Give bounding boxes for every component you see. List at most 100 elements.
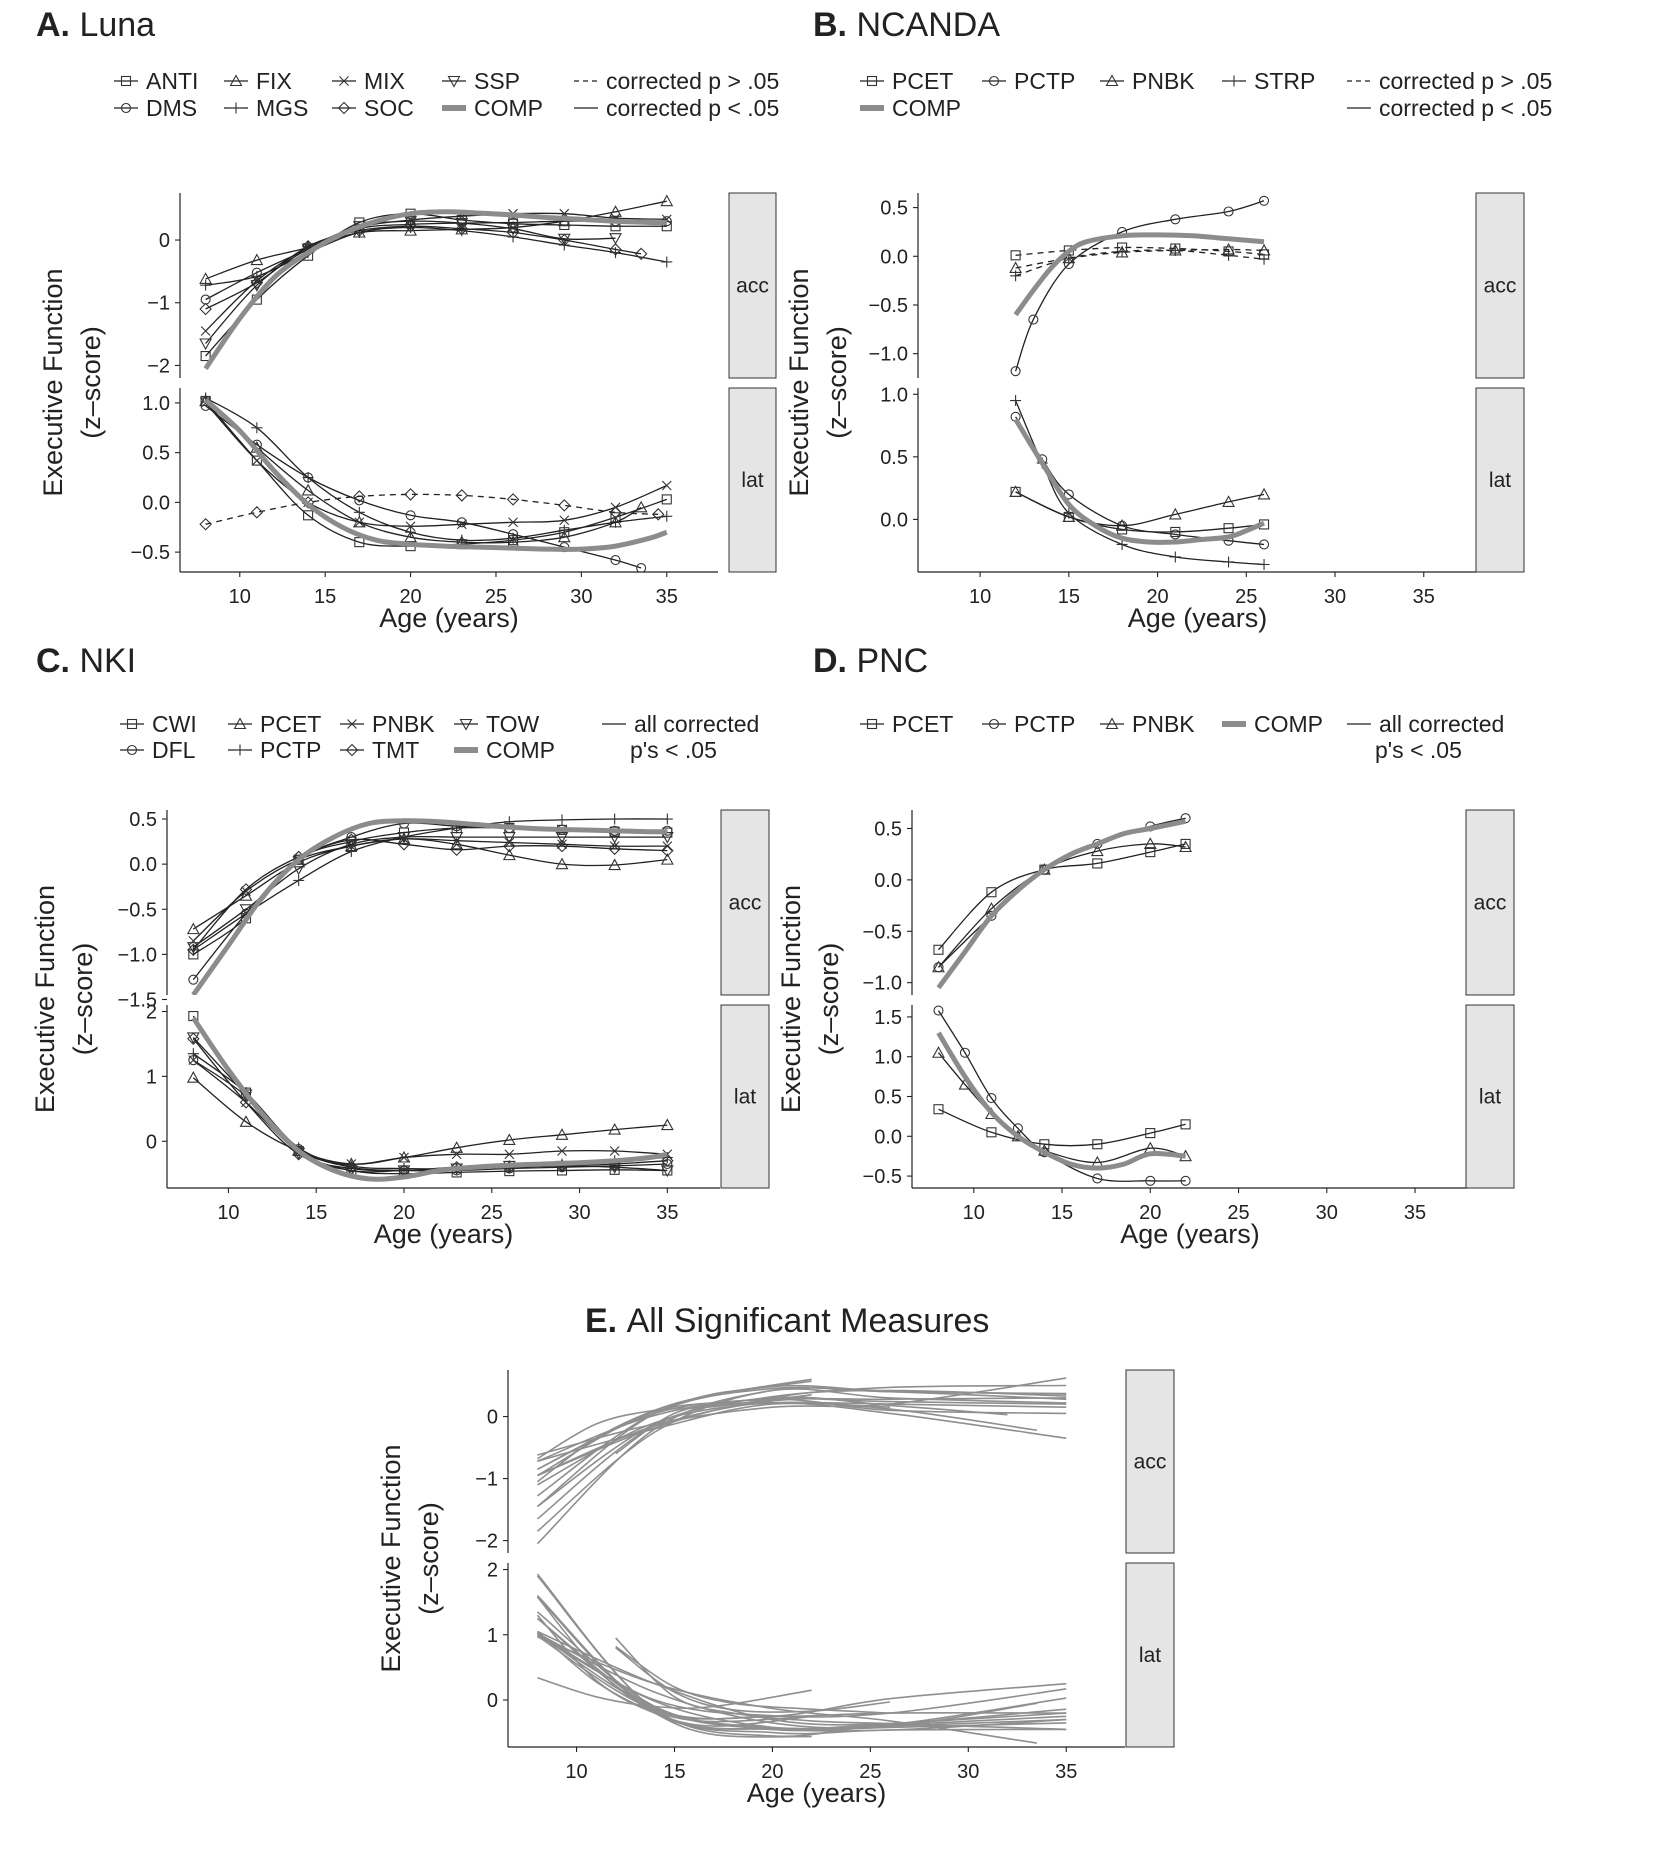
series-pnbk — [1015, 248, 1265, 269]
legend-pctp-key — [988, 75, 1000, 87]
series-soc-point — [506, 493, 520, 506]
x-tick-label: 25 — [1235, 586, 1257, 608]
series-pctp-point — [1170, 214, 1181, 225]
series-strp-point — [1258, 558, 1270, 570]
series-pnbk-point — [1115, 519, 1129, 531]
series-tmt-point — [345, 833, 358, 847]
facet-strip — [1465, 809, 1515, 996]
y-axis-label: Executive Function — [376, 1444, 406, 1672]
facet-lat: lat 1.0 0.5 0.0 10 15 20 25 30 35 — [880, 384, 1525, 608]
x-tick-label: 25 — [485, 586, 507, 608]
y-tick-label: 0.5 — [129, 809, 157, 831]
series-group — [186, 1010, 674, 1182]
series-tmt-point — [661, 844, 674, 857]
series-pcet-point — [986, 887, 997, 898]
series-cwi-point — [398, 827, 410, 838]
legend-fix-label: FIX — [256, 68, 292, 94]
y-tick-label: 0.0 — [129, 854, 157, 876]
facet-strip — [1475, 387, 1525, 573]
series-pcet-point — [502, 848, 516, 861]
series-tmt-point — [503, 839, 516, 853]
series-tmt-point — [450, 843, 463, 856]
facet-lat: lat 1.5 1.0 0.5 0.0 −0.5 10 15 20 25 30 35 — [863, 1004, 1515, 1224]
series-pnbk-point — [662, 841, 673, 851]
facet-strip-label: acc — [729, 892, 762, 915]
facet-strip-label: lat — [1489, 469, 1511, 492]
series-soc-point — [250, 276, 264, 289]
series-group — [186, 813, 674, 995]
y-axis-sublabel: (z–score) — [822, 326, 852, 439]
facet-strip-label: lat — [741, 469, 763, 492]
legend-dms-key — [120, 102, 132, 114]
facet-strip-label: acc — [1484, 275, 1517, 298]
series-pnbk-point — [1143, 837, 1157, 849]
series-mix-point — [508, 517, 518, 528]
legend-comp-label: COMP — [474, 95, 543, 121]
legend-ssp-key — [447, 75, 461, 88]
series-comp — [191, 818, 668, 995]
y-axis-label: Executive Function — [38, 268, 68, 496]
panel-letter: E. — [585, 1302, 627, 1340]
y-tick-label: 1 — [146, 1066, 157, 1088]
series-soc-point — [404, 488, 417, 501]
series-measure — [537, 1677, 812, 1709]
x-tick-label: 10 — [969, 586, 991, 608]
x-tick-label: 10 — [217, 1202, 239, 1224]
series-comp — [191, 1016, 668, 1182]
series-pctp — [192, 818, 668, 951]
series-soc — [205, 493, 659, 525]
facet-strip — [1465, 1004, 1515, 1189]
facet-strip-label: acc — [736, 275, 769, 298]
series-dms-point — [456, 517, 467, 528]
y-tick-label: 0.0 — [142, 492, 170, 514]
x-tick-label: 15 — [663, 1761, 685, 1783]
series-pnbk-point — [1179, 840, 1193, 853]
legend-soc-key — [337, 101, 351, 115]
series-pctp-point — [986, 1093, 997, 1104]
series-measure — [537, 1384, 1067, 1477]
legend-pcet-label: PCET — [892, 68, 953, 94]
y-tick-label: 0.0 — [874, 1126, 902, 1148]
y-tick-label: −1.0 — [863, 973, 902, 995]
series-measure — [536, 1595, 1067, 1731]
panel-name: Luna — [79, 6, 155, 44]
y-tick-label: −2 — [475, 1531, 498, 1553]
series-soc-point — [506, 226, 520, 239]
y-tick-label: 0 — [159, 230, 170, 252]
series-strp-point — [1258, 253, 1270, 265]
series-tow-point — [239, 904, 253, 916]
series-pcet-point — [555, 857, 569, 870]
y-tick-label: 0 — [487, 1407, 498, 1429]
series-measure — [537, 1397, 1067, 1471]
x-tick-label: 15 — [1058, 586, 1080, 608]
x-tick-label: 30 — [1324, 586, 1346, 608]
series-soc-point — [651, 508, 665, 521]
panel-letter: B. — [813, 6, 856, 44]
series-mix — [205, 402, 668, 527]
facet-strip-label: acc — [1474, 892, 1507, 915]
series-comp — [1013, 232, 1265, 317]
series-comp — [1013, 418, 1265, 545]
series-mix-point — [405, 521, 416, 532]
x-tick-label: 15 — [314, 586, 336, 608]
panel-letter: A. — [36, 6, 79, 44]
y-axis-label: Executive Function — [30, 885, 60, 1113]
series-fix-point — [404, 223, 418, 236]
series-tow-point — [344, 839, 358, 851]
series-pctp-point — [1258, 539, 1270, 550]
series-pcet-point — [450, 1141, 464, 1153]
legend-dfl-label: DFL — [152, 737, 196, 763]
x-tick-label: 35 — [1404, 1202, 1426, 1224]
series-strp-point — [1223, 556, 1235, 568]
series-pcet-point — [608, 858, 622, 871]
series-pnbk-point — [188, 1055, 199, 1066]
series-soc-point — [634, 247, 648, 261]
series-soc-point — [558, 233, 571, 247]
y-axis-label: Executive Function — [776, 885, 806, 1113]
series-mix-point — [559, 515, 570, 526]
series-tmt-point — [187, 943, 200, 957]
facet-strip — [728, 387, 777, 573]
series-pcet — [192, 1077, 668, 1165]
legend-pnbk-key — [1105, 74, 1119, 87]
